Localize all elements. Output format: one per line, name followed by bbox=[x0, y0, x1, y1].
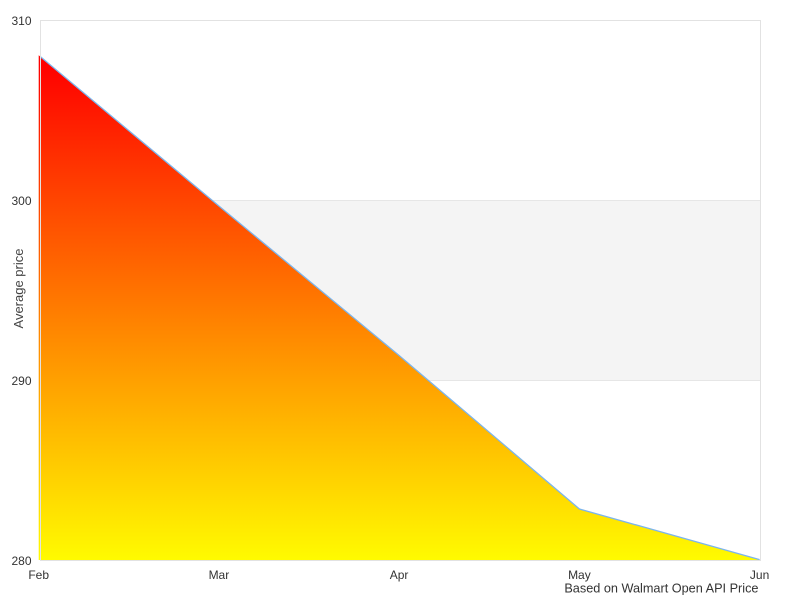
svg-text:280: 280 bbox=[11, 554, 31, 568]
svg-text:Feb: Feb bbox=[28, 568, 49, 582]
svg-text:290: 290 bbox=[11, 374, 31, 388]
svg-text:Mar: Mar bbox=[209, 568, 230, 582]
svg-text:Based on Walmart Open API Pric: Based on Walmart Open API Price bbox=[564, 582, 758, 596]
svg-text:Jun: Jun bbox=[750, 568, 769, 582]
svg-text:Apr: Apr bbox=[390, 568, 409, 582]
svg-text:May: May bbox=[568, 568, 591, 582]
svg-text:310: 310 bbox=[11, 14, 31, 28]
svg-text:300: 300 bbox=[11, 194, 31, 208]
svg-text:Average price: Average price bbox=[11, 249, 26, 329]
